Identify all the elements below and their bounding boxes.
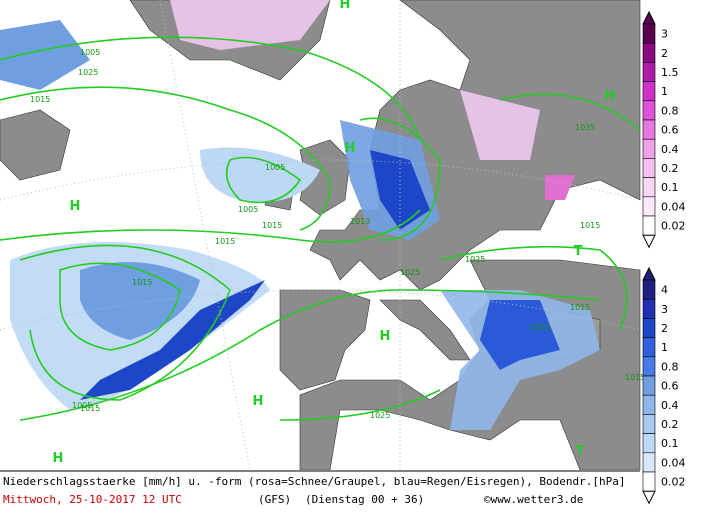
isobar-label: 1025 bbox=[465, 255, 485, 264]
isobar-label: 1013 bbox=[350, 217, 370, 226]
isobar-label: 1015 bbox=[580, 221, 600, 230]
legend-label: 0.8 bbox=[661, 360, 679, 373]
pressure-center: H bbox=[605, 89, 616, 104]
legend-swatch bbox=[642, 177, 656, 198]
legend-swatch bbox=[642, 471, 656, 492]
legend-swatch bbox=[642, 318, 656, 338]
legend-label: 0.02 bbox=[661, 220, 686, 233]
isobar-label: 1015 bbox=[80, 404, 100, 413]
legend-arrow-top bbox=[642, 10, 656, 25]
legend-label: 1 bbox=[661, 85, 668, 98]
legend-swatch bbox=[642, 215, 656, 236]
legend-swatch bbox=[642, 356, 656, 377]
footer-date: Mittwoch, 25-10-2017 12 UTC bbox=[3, 493, 182, 506]
legend-arrow-top bbox=[642, 266, 656, 281]
isobar-label: 1025 bbox=[370, 411, 390, 420]
isobar-label: 1015 bbox=[625, 373, 645, 382]
footer-bg bbox=[0, 470, 704, 513]
legend-swatch bbox=[642, 81, 656, 102]
legend-swatch bbox=[642, 279, 656, 300]
isobar-label: 1015 bbox=[570, 303, 590, 312]
legend-label: 0.4 bbox=[661, 143, 679, 156]
pressure-center: H bbox=[345, 141, 356, 156]
footer-credit: ©www.wetter3.de bbox=[484, 493, 583, 506]
legend-arrow-bottom bbox=[642, 234, 656, 249]
legend-swatch bbox=[642, 23, 656, 44]
legend-label: 3 bbox=[661, 303, 668, 316]
legend-swatch bbox=[642, 62, 656, 82]
precipitation bbox=[0, 0, 600, 430]
graticule bbox=[0, 0, 641, 471]
isobar-label: 1015 bbox=[132, 278, 152, 287]
legend-label: 0.8 bbox=[661, 104, 679, 117]
legend-label: 3 bbox=[661, 28, 668, 41]
isobar-label: 1025 bbox=[400, 268, 420, 277]
pressure-center: H bbox=[70, 199, 81, 214]
pressure-center: H bbox=[253, 394, 264, 409]
isobar-label: 1005 bbox=[265, 163, 285, 172]
legend-label: 0.02 bbox=[661, 476, 686, 489]
footer-run: (Dienstag 00 + 36) bbox=[305, 493, 424, 506]
pressure-center: T bbox=[576, 444, 585, 459]
legend-label: 0.04 bbox=[661, 456, 686, 469]
legend-swatch bbox=[642, 414, 656, 434]
legend-arrow-bottom bbox=[642, 490, 656, 505]
isobar-label: 1005 bbox=[80, 48, 100, 57]
legend-swatch bbox=[642, 138, 656, 159]
legend-swatch bbox=[642, 298, 656, 319]
legend-label: 1 bbox=[661, 341, 668, 354]
isobar-label: 1005 bbox=[238, 205, 258, 214]
legend-label: 0.04 bbox=[661, 200, 686, 213]
legend-swatch bbox=[642, 433, 656, 454]
footer-description: Niederschlagsstaerke [mm/h] u. -form (ro… bbox=[3, 475, 626, 488]
legend-swatch bbox=[642, 42, 656, 63]
pressure-center: H bbox=[53, 451, 64, 466]
legend-label: 0.4 bbox=[661, 399, 679, 412]
isobars bbox=[0, 36, 641, 421]
isobar-label: 1035 bbox=[575, 123, 595, 132]
legend-label: 4 bbox=[661, 284, 668, 297]
legend-swatch bbox=[642, 452, 656, 473]
legend-label: 0.6 bbox=[661, 124, 679, 137]
legend-swatch bbox=[642, 337, 656, 358]
legend-swatch bbox=[642, 375, 656, 396]
legend-swatch bbox=[642, 119, 656, 140]
legend-label: 0.1 bbox=[661, 181, 679, 194]
legend-swatch bbox=[642, 100, 656, 121]
footer-model: (GFS) bbox=[258, 493, 291, 506]
legend-label: 1.5 bbox=[661, 66, 679, 79]
legend-swatch bbox=[642, 196, 656, 217]
isobar-label: 1015 bbox=[215, 237, 235, 246]
legend-label: 2 bbox=[661, 322, 668, 335]
isobar-label: 1025 bbox=[78, 68, 98, 77]
isobar-label: 1015 bbox=[530, 323, 550, 332]
legend-label: 0.6 bbox=[661, 380, 679, 393]
legend-label: 0.2 bbox=[661, 162, 679, 175]
isobar-label: 1015 bbox=[262, 221, 282, 230]
legend-swatch bbox=[642, 158, 656, 178]
pressure-center: H bbox=[340, 0, 351, 12]
legend-swatch bbox=[642, 394, 656, 415]
legend-label: 2 bbox=[661, 47, 668, 60]
legend-label: 0.1 bbox=[661, 437, 679, 450]
pressure-center: T bbox=[574, 244, 583, 259]
legend-label: 0.2 bbox=[661, 418, 679, 431]
isobar-label: 1005 bbox=[72, 401, 92, 410]
isobar-label: 1015 bbox=[30, 95, 50, 104]
pressure-center: H bbox=[380, 329, 391, 344]
